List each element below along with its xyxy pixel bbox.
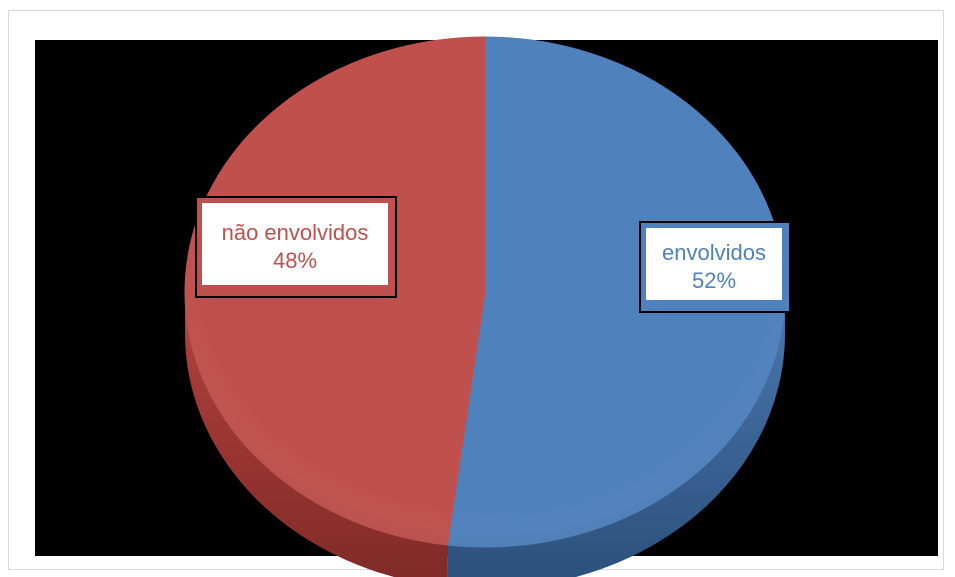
data-label-box [202, 203, 388, 285]
data-label-category: envolvidos [662, 240, 766, 265]
data-label-envolvidos: envolvidos 52% [639, 221, 791, 313]
slice-side-envolvidos [447, 292, 785, 577]
pie-top-shading [185, 37, 785, 547]
slice-side-não-envolvidos [185, 292, 448, 577]
data-label-box [646, 228, 782, 300]
data-label-category: não envolvidos [222, 220, 369, 245]
data-label-não-envolvidos: não envolvidos 48% [195, 196, 397, 298]
data-label-value: 48% [273, 248, 317, 273]
data-label-value: 52% [692, 268, 736, 293]
